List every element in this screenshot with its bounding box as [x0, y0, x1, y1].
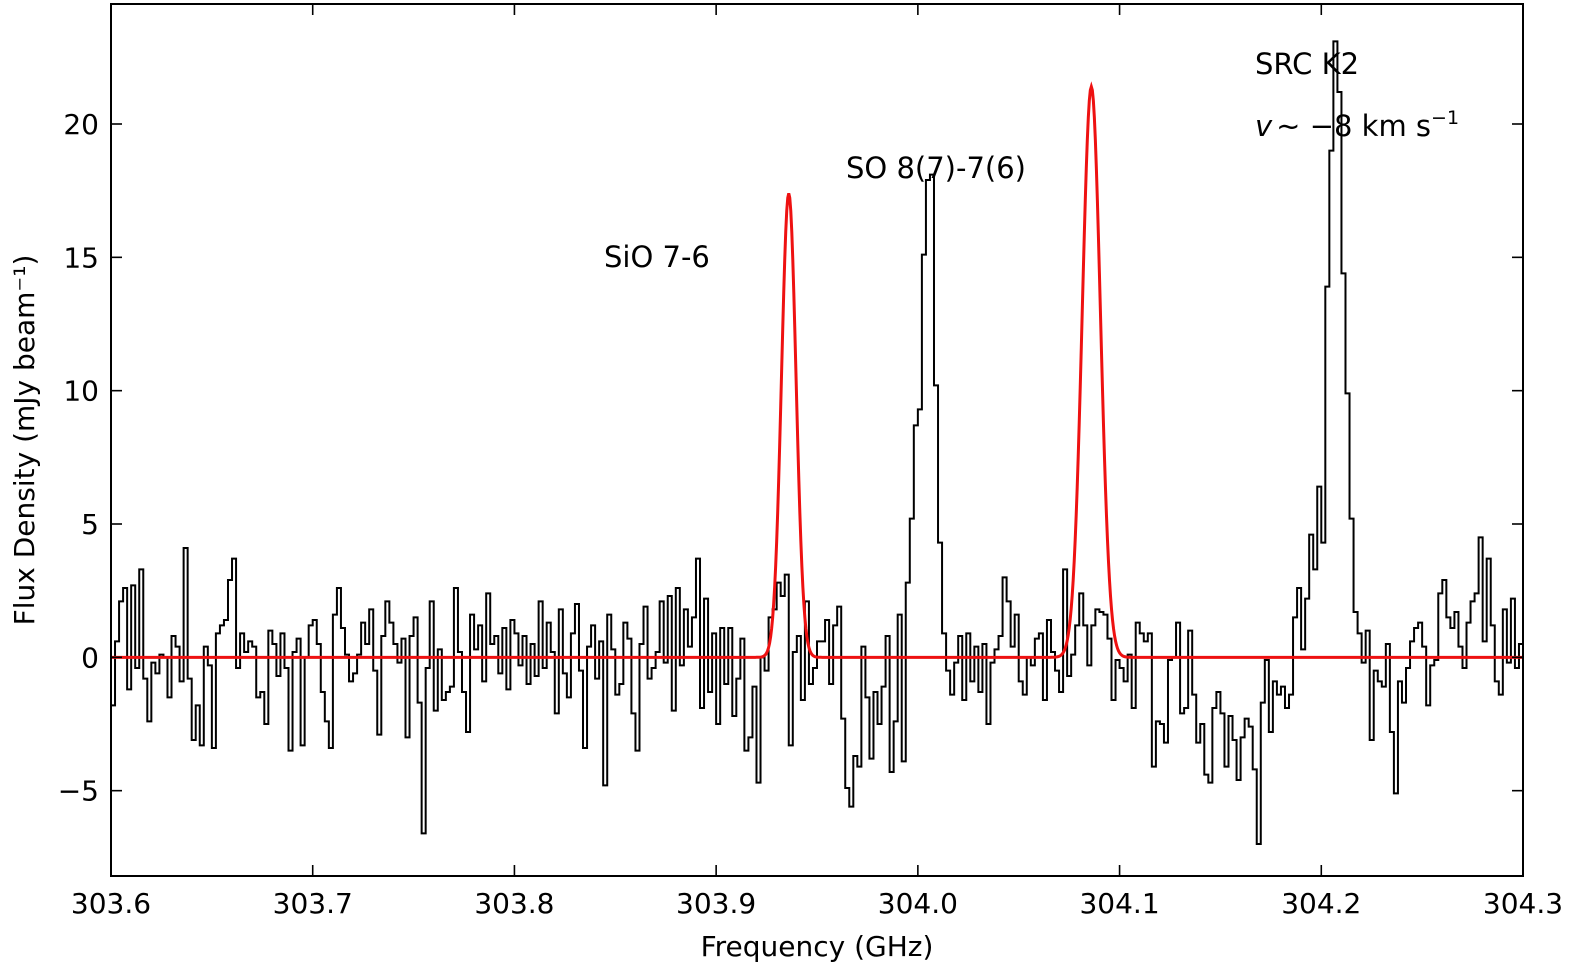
x-tick-label: 303.6 — [71, 887, 151, 920]
velocity-symbol: v — [1255, 109, 1273, 143]
x-tick-label: 303.9 — [676, 887, 756, 920]
y-tick-label: 20 — [63, 108, 99, 141]
velocity-exponent: −1 — [1431, 107, 1459, 129]
y-tick-label: 15 — [63, 241, 99, 274]
axes-frame — [110, 3, 1524, 877]
x-tick-label: 304.2 — [1281, 887, 1361, 920]
x-axis-label: Frequency (GHz) — [701, 930, 934, 963]
source-label: SRC K2 — [1255, 47, 1359, 81]
velocity-label: v ∼ −8 km s−1 — [1255, 107, 1459, 143]
axis-ticks: 303.6 303.7 303.8 303.9 304.0 304.1 304.2 304.3… — [58, 4, 1563, 920]
velocity-value: ∼ −8 km s — [1276, 109, 1431, 143]
x-tick-label: 304.1 — [1079, 887, 1159, 920]
x-tick-label: 303.7 — [273, 887, 353, 920]
x-tick-label: 303.8 — [474, 887, 554, 920]
y-axis-label: Flux Density (mJy beam⁻¹) — [8, 255, 41, 626]
observed-spectrum-line — [111, 40, 1523, 845]
gaussian-fit-line — [111, 81, 1523, 659]
x-tick-label: 304.0 — [878, 887, 958, 920]
plot-area — [111, 40, 1523, 845]
so-line-label: SO 8(7)-7(6) — [846, 151, 1026, 185]
y-tick-label: −5 — [58, 775, 99, 808]
x-tick-label: 304.3 — [1483, 887, 1563, 920]
sio-line-label: SiO 7-6 — [604, 240, 710, 274]
y-tick-label: 10 — [63, 375, 99, 408]
y-tick-label: 5 — [81, 508, 99, 541]
y-tick-label: 0 — [81, 641, 99, 674]
